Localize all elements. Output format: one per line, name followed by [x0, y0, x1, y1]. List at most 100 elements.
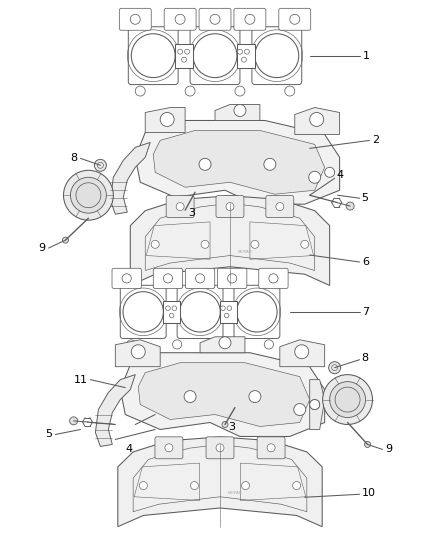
Polygon shape: [95, 375, 135, 447]
Circle shape: [237, 292, 277, 332]
FancyBboxPatch shape: [252, 27, 302, 85]
Circle shape: [323, 375, 372, 424]
Circle shape: [135, 86, 145, 96]
Circle shape: [160, 112, 174, 126]
Bar: [175, 44, 193, 68]
Circle shape: [325, 167, 335, 177]
Circle shape: [127, 340, 136, 349]
Circle shape: [139, 482, 147, 489]
Circle shape: [226, 203, 234, 211]
FancyBboxPatch shape: [199, 9, 231, 30]
Polygon shape: [118, 437, 322, 527]
FancyBboxPatch shape: [119, 9, 151, 30]
Bar: [237, 44, 255, 68]
Text: 11: 11: [74, 375, 88, 385]
Polygon shape: [138, 362, 310, 426]
Circle shape: [290, 14, 300, 25]
Circle shape: [310, 400, 320, 409]
FancyBboxPatch shape: [177, 285, 223, 338]
Circle shape: [293, 482, 300, 489]
Circle shape: [276, 203, 284, 211]
Circle shape: [301, 240, 309, 248]
Polygon shape: [130, 196, 330, 286]
Circle shape: [249, 391, 261, 402]
FancyBboxPatch shape: [185, 268, 215, 288]
Circle shape: [310, 112, 324, 126]
Text: 9: 9: [385, 445, 392, 455]
Circle shape: [130, 14, 140, 25]
FancyBboxPatch shape: [120, 285, 166, 338]
Circle shape: [224, 313, 229, 318]
Circle shape: [182, 57, 187, 62]
FancyBboxPatch shape: [279, 9, 311, 30]
Circle shape: [151, 240, 159, 248]
Circle shape: [346, 202, 354, 210]
Circle shape: [309, 171, 321, 183]
Circle shape: [241, 482, 250, 489]
Circle shape: [237, 49, 242, 54]
Text: 4: 4: [337, 170, 344, 180]
Circle shape: [222, 422, 228, 427]
Circle shape: [221, 306, 225, 311]
Text: 3: 3: [228, 423, 235, 432]
Circle shape: [216, 444, 224, 452]
Bar: [220, 301, 237, 323]
FancyBboxPatch shape: [206, 437, 234, 459]
Polygon shape: [215, 104, 260, 120]
Circle shape: [191, 482, 198, 489]
Circle shape: [173, 340, 182, 349]
Text: MOPAR: MOPAR: [228, 491, 242, 495]
Circle shape: [184, 49, 190, 54]
Circle shape: [234, 104, 246, 117]
Polygon shape: [153, 131, 325, 194]
Circle shape: [219, 340, 228, 349]
Circle shape: [176, 203, 184, 211]
Circle shape: [269, 274, 278, 283]
Text: 5: 5: [46, 430, 53, 440]
Circle shape: [201, 240, 209, 248]
Circle shape: [131, 34, 175, 78]
Circle shape: [244, 49, 249, 54]
Circle shape: [193, 34, 237, 78]
FancyBboxPatch shape: [216, 196, 244, 217]
Circle shape: [165, 444, 173, 452]
Circle shape: [131, 345, 145, 359]
Text: 4: 4: [125, 445, 132, 455]
Circle shape: [182, 207, 188, 213]
Text: 6: 6: [363, 257, 370, 267]
Text: 7: 7: [363, 307, 370, 317]
Polygon shape: [145, 108, 185, 132]
FancyBboxPatch shape: [257, 437, 285, 459]
FancyBboxPatch shape: [259, 268, 288, 288]
Circle shape: [330, 382, 366, 417]
Circle shape: [63, 237, 68, 243]
Circle shape: [178, 49, 183, 54]
Circle shape: [364, 441, 371, 447]
Circle shape: [64, 171, 113, 220]
Polygon shape: [280, 340, 325, 367]
FancyBboxPatch shape: [155, 437, 183, 459]
Circle shape: [185, 86, 195, 96]
FancyBboxPatch shape: [234, 285, 280, 338]
Circle shape: [328, 362, 341, 374]
Text: 1: 1: [363, 51, 370, 61]
Polygon shape: [120, 353, 325, 437]
FancyBboxPatch shape: [164, 9, 196, 30]
Circle shape: [184, 391, 196, 402]
Text: 9: 9: [39, 243, 46, 253]
Circle shape: [175, 14, 185, 25]
Circle shape: [267, 444, 275, 452]
Circle shape: [264, 158, 276, 171]
Circle shape: [210, 14, 220, 25]
Circle shape: [70, 417, 78, 425]
Circle shape: [172, 306, 177, 311]
Polygon shape: [200, 337, 245, 353]
Circle shape: [166, 306, 170, 311]
Circle shape: [180, 292, 220, 332]
Circle shape: [95, 159, 106, 171]
Circle shape: [227, 306, 232, 311]
Circle shape: [295, 345, 309, 359]
FancyBboxPatch shape: [128, 27, 178, 85]
Polygon shape: [135, 120, 339, 204]
Polygon shape: [310, 379, 325, 430]
